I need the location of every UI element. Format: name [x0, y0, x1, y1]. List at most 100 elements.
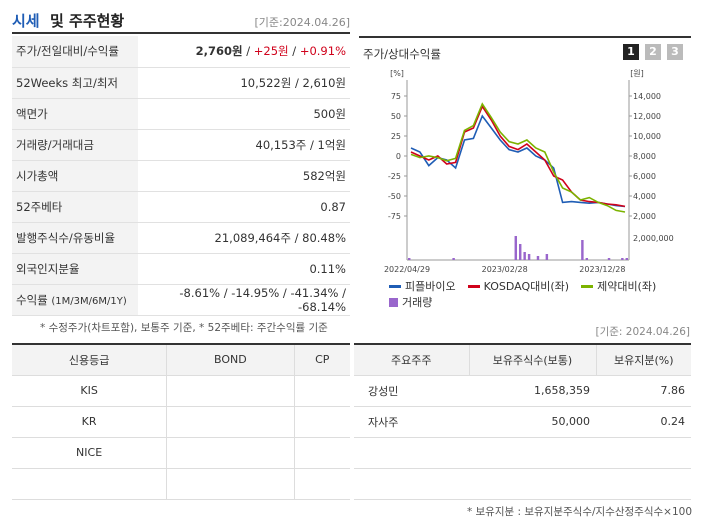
- table-cell: [294, 468, 350, 500]
- column-header: 보유주식수(보통): [469, 343, 597, 376]
- x-tick-label: 2023/12/28: [579, 265, 625, 274]
- volume-bar: [452, 258, 455, 260]
- legend-label: 제약대비(좌): [597, 280, 657, 293]
- table-cell: [294, 406, 350, 438]
- table-row: 외국인지분율 0.11%: [12, 253, 350, 285]
- stat-value: 10,522원 / 2,610원: [138, 67, 350, 99]
- table-row: [354, 437, 691, 469]
- table-row: 52Weeks 최고/최저 10,522원 / 2,610원: [12, 67, 350, 99]
- section-title-a: 시세: [12, 12, 40, 30]
- chart-legend: 피플바이오 KOSDAQ대비(좌) 제약대비(좌) 거래량: [389, 278, 656, 310]
- holder-name: [354, 437, 469, 469]
- separator: /: [242, 44, 254, 59]
- holder-name: [354, 468, 469, 500]
- volume-bar: [527, 254, 531, 260]
- holder-shares: 1,658,359: [469, 375, 596, 407]
- right-tick-label: 6,000: [633, 172, 656, 181]
- table-row: 발행주식수/유동비율 21,089,464주 / 80.48%: [12, 222, 350, 254]
- holder-shares: [469, 437, 596, 469]
- table-cell: [294, 375, 350, 407]
- return-value: +0.91%: [299, 44, 346, 59]
- stat-label: 52Weeks 최고/최저: [12, 67, 138, 99]
- stat-value: 500원: [138, 98, 350, 130]
- left-tick-label: 25: [391, 132, 401, 141]
- credit-rating-table: 신용등급 BOND CP KIS KR NICE: [12, 343, 350, 500]
- section-header: 시세 및 주주현황 [기준:2024.04.26]: [12, 8, 350, 34]
- table-header-row: 주요주주 보유주식수(보통) 보유지분(%): [354, 343, 691, 376]
- chart-tab-2[interactable]: 2: [645, 44, 661, 60]
- column-header: 신용등급: [12, 343, 168, 376]
- column-header: CP: [294, 343, 350, 376]
- reference-date-2: [기준: 2024.04.26]: [595, 326, 690, 338]
- left-tick-label: -25: [388, 172, 401, 181]
- holder-ratio: [596, 437, 691, 469]
- chart-tab-1[interactable]: 1: [623, 44, 639, 60]
- volume-bar: [581, 240, 584, 260]
- stat-label: 시가총액: [12, 160, 138, 192]
- stat-value: -8.61% / -14.95% / -41.34% / -68.14%: [138, 284, 350, 316]
- chart-title: 주가/상대수익률: [363, 47, 441, 61]
- chart-tab-3[interactable]: 3: [667, 44, 683, 60]
- volume-tick-label: 2,000,000: [633, 234, 674, 243]
- series-line-2: [410, 104, 626, 208]
- legend-line-icon: [581, 284, 594, 288]
- chart-tabs: 1 2 3: [623, 44, 683, 60]
- stat-value: 0.11%: [138, 253, 350, 285]
- volume-bar: [625, 258, 628, 260]
- column-header: 보유지분(%): [596, 343, 691, 376]
- table-cell: NICE: [12, 437, 168, 469]
- change-value: +25원: [253, 44, 289, 59]
- legend-label: 피플바이오: [405, 280, 456, 293]
- stat-value: 582억원: [138, 160, 350, 192]
- volume-bar: [519, 244, 522, 260]
- section-title-b: 및 주주현황: [50, 12, 125, 30]
- table-row: 액면가 500원: [12, 98, 350, 130]
- legend-label: 거래량: [402, 296, 433, 309]
- table-row: NICE: [12, 437, 350, 469]
- stat-label: 거래량/거래대금: [12, 129, 138, 161]
- x-tick-label: 2023/02/28: [482, 265, 528, 274]
- right-tick-label: 2,000: [633, 212, 656, 221]
- volume-bar: [545, 254, 549, 260]
- right-tick-label: 12,000: [633, 112, 661, 121]
- right-tick-label: 4,000: [633, 192, 656, 201]
- left-tick-label: 75: [391, 92, 401, 101]
- column-header: 주요주주: [354, 343, 470, 376]
- volume-bar: [621, 258, 624, 260]
- right-tick-label: 8,000: [633, 152, 656, 161]
- stat-label: 52주베타: [12, 191, 138, 223]
- holder-ratio: 7.86: [596, 375, 691, 407]
- volume-bar: [536, 256, 540, 260]
- legend-item: KOSDAQ대비(좌): [467, 278, 569, 294]
- holder-shares: 50,000: [469, 406, 596, 438]
- table-cell: KIS: [12, 375, 168, 407]
- legend-line-icon: [467, 284, 480, 288]
- legend-line-icon: [389, 284, 401, 288]
- volume-bar: [514, 236, 517, 260]
- stat-value: 2,760원 / +25원 / +0.91%: [138, 36, 350, 68]
- left-tick-label: 0: [396, 152, 401, 161]
- legend-item: 피플바이오: [389, 278, 456, 294]
- holder-name: 강성민: [354, 375, 469, 407]
- stat-label: 외국인지분율: [12, 253, 138, 285]
- column-header: BOND: [166, 343, 295, 376]
- return-period-label: (1M/3M/6M/1Y): [51, 295, 127, 307]
- table-row: 자사주 50,000 0.24: [354, 406, 691, 438]
- left-tick-label: -50: [388, 192, 401, 201]
- table-cell: [294, 437, 350, 469]
- volume-bar: [408, 258, 411, 260]
- stock-stats-table: 주가/전일대비/수익률 2,760원 / +25원 / +0.91% 52Wee…: [12, 36, 350, 316]
- volume-bar: [523, 252, 526, 260]
- table-row: 수익률 (1M/3M/6M/1Y) -8.61% / -14.95% / -41…: [12, 284, 350, 316]
- separator: /: [288, 44, 300, 59]
- table-row: [12, 468, 350, 500]
- table-row: 시가총액 582억원: [12, 160, 350, 192]
- left-axis-unit: [%]: [390, 69, 404, 78]
- series-line-3: [410, 102, 626, 213]
- legend-bar-icon: [389, 297, 398, 307]
- right-axis-unit: [원]: [630, 69, 644, 78]
- table-row: [354, 468, 691, 500]
- table-row: 강성민 1,658,359 7.86: [354, 375, 691, 407]
- right-tick-label: 14,000: [633, 92, 661, 101]
- left-tick-label: 50: [391, 112, 401, 121]
